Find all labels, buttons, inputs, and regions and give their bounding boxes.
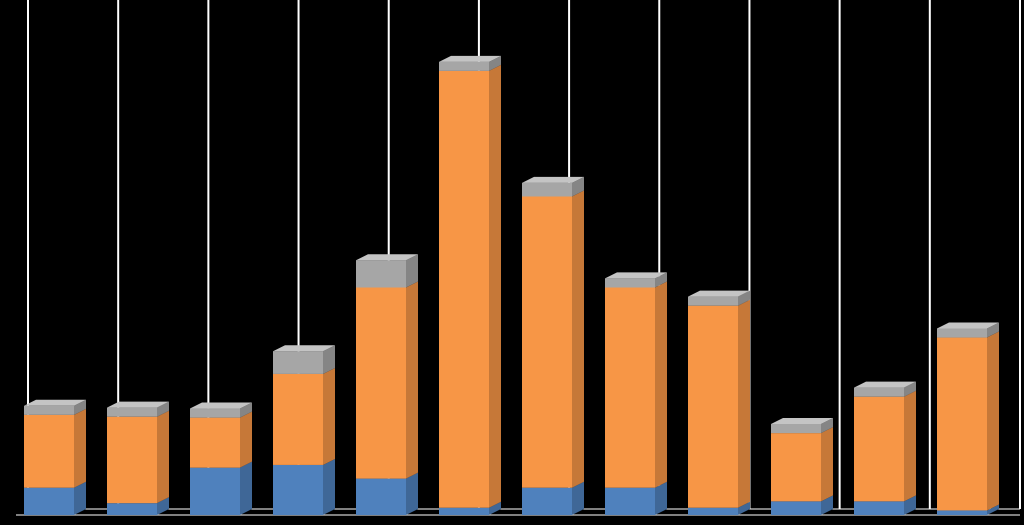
bar-4	[356, 254, 418, 515]
bar-0	[24, 400, 86, 515]
bar-5	[439, 56, 501, 515]
bar-9	[771, 418, 833, 515]
bar-8	[688, 291, 750, 515]
bar-2	[190, 403, 252, 515]
bar-11	[937, 322, 999, 515]
bar-10	[854, 382, 916, 515]
bar-1	[107, 402, 169, 515]
bar-7	[605, 272, 667, 515]
stacked-bar-3d-chart	[0, 0, 1024, 525]
bar-3	[273, 345, 335, 515]
bar-6	[522, 177, 584, 515]
